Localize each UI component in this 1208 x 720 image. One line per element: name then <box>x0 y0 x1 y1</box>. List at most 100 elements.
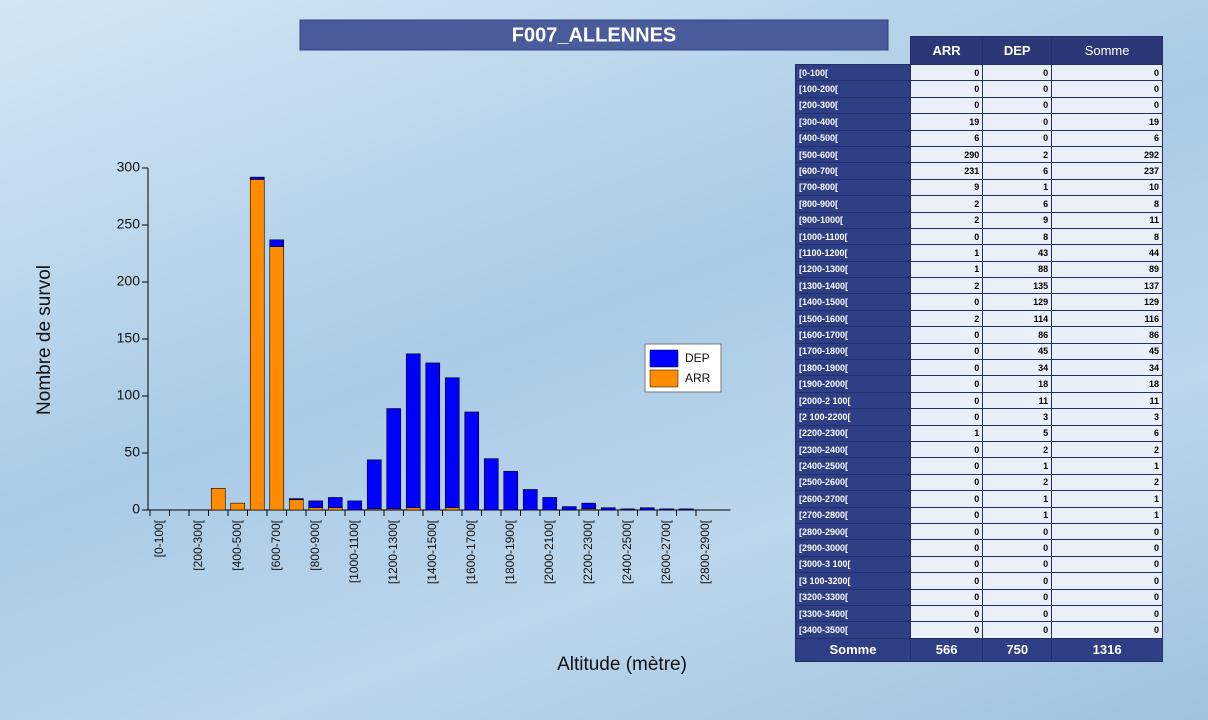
table-cell: 44 <box>1051 244 1163 262</box>
bar-segment <box>347 500 363 511</box>
row-label: [600-700[ <box>795 162 911 180</box>
bar-segment <box>405 507 421 511</box>
x-tick-label: [1000-1100[ <box>347 519 361 583</box>
table-row: [600-700[231 6 237 <box>795 162 1163 180</box>
x-tick-label: [2600-2700[ <box>659 519 673 584</box>
table-cell: 2 <box>982 440 1053 459</box>
table-cell: 0 <box>909 96 984 115</box>
table-cell: 2 <box>1051 473 1163 492</box>
bar-segment <box>678 508 694 511</box>
table-cell: 1 <box>982 178 1053 197</box>
table-cell: 0 <box>909 375 984 393</box>
row-label: [1500-1600[ <box>795 309 911 328</box>
table-cell: 0 <box>909 522 984 541</box>
table-cell: 43 <box>982 244 1053 262</box>
x-tick-label: [1600-1700[ <box>464 519 478 584</box>
table-cell: 19 <box>1051 113 1163 131</box>
x-tick-label: [1800-1900[ <box>503 519 517 584</box>
bar-segment <box>522 489 538 511</box>
table-cell: 2 <box>982 145 1053 164</box>
row-label: [1000-1100[ <box>795 227 911 246</box>
row-label: [2600-2700[ <box>795 490 911 508</box>
table-cell: 1 <box>1051 506 1163 524</box>
y-tick-label: 150 <box>117 330 141 346</box>
table-cell: 1 <box>1051 457 1163 475</box>
table-cell: 18 <box>1051 375 1163 393</box>
table-cell: 1 <box>1051 490 1163 508</box>
bar-segment <box>269 239 285 247</box>
x-tick-label: [2400-2500[ <box>620 519 634 584</box>
bar-segment <box>600 507 616 511</box>
x-tick-label: [800-900[ <box>308 519 322 570</box>
table-cell: 45 <box>1051 342 1163 361</box>
bar-segment <box>444 507 460 511</box>
y-tick-label: 50 <box>124 444 140 460</box>
table-cell: 0 <box>909 359 984 377</box>
table-cell: 0 <box>1051 604 1163 623</box>
row-label: [100-200[ <box>795 80 911 98</box>
y-axis-label: Nombre de survol <box>34 265 55 415</box>
table-cell: 0 <box>909 539 984 557</box>
legend-label: DEP <box>685 351 710 365</box>
table-cell: 1 <box>982 490 1053 508</box>
table-cell: 0 <box>909 293 984 311</box>
legend-swatch <box>649 369 679 388</box>
row-label: [800-900[ <box>795 195 911 213</box>
footer-label: Somme <box>795 637 911 662</box>
table-cell: 89 <box>1051 260 1163 279</box>
row-label: [200-300[ <box>795 96 911 115</box>
table-cell: 0 <box>982 522 1053 541</box>
table-cell: 0 <box>909 473 984 492</box>
table-cell: 1 <box>909 244 984 262</box>
bar-segment <box>659 508 675 511</box>
table-cell: 0 <box>909 490 984 508</box>
column-header: Somme <box>1051 36 1163 65</box>
table-cell: 1 <box>982 457 1053 475</box>
bar-segment <box>405 353 421 509</box>
row-label: [3 100-3200[ <box>795 572 911 590</box>
bar-segment <box>464 411 480 511</box>
table-row: [1700-1800[0 45 45 <box>795 342 1163 361</box>
table-cell: 6 <box>1051 424 1163 442</box>
table-cell: 2 <box>909 309 984 328</box>
row-label: [1200-1300[ <box>795 260 911 279</box>
table-row: [900-1000[2 9 11 <box>795 211 1163 229</box>
row-label: [3300-3400[ <box>795 604 911 623</box>
table-cell: 0 <box>1051 572 1163 590</box>
bar-segment <box>288 499 304 511</box>
row-label: [1100-1200[ <box>795 244 911 262</box>
bar-segment <box>249 179 265 511</box>
table-cell: 2 <box>1051 440 1163 459</box>
table-row: [3000-3 100[0 0 0 <box>795 555 1163 574</box>
x-tick-label: [0-100[ <box>152 519 166 557</box>
bar-segment <box>561 506 577 511</box>
table-row: [3 100-3200[0 0 0 <box>795 572 1163 590</box>
table-row: [700-800[9 1 10 <box>795 178 1163 197</box>
bar-segment <box>542 497 558 511</box>
table-cell: 0 <box>1051 555 1163 574</box>
row-label: [400-500[ <box>795 129 911 147</box>
chart-title: F007_ALLENNES <box>512 24 677 46</box>
x-tick-label: [1400-1500[ <box>425 519 439 584</box>
bar-segment <box>483 458 499 511</box>
column-header: DEP <box>982 36 1053 65</box>
table-cell: 11 <box>1051 211 1163 229</box>
table-row: [400-500[6 0 6 <box>795 129 1163 147</box>
y-tick-label: 100 <box>117 387 141 403</box>
table-cell: 0 <box>909 506 984 524</box>
bar-segment <box>269 246 285 511</box>
table-cell: 6 <box>909 129 984 147</box>
table-cell: 34 <box>1051 359 1163 377</box>
table-cell: 10 <box>1051 178 1163 197</box>
bar-segment <box>327 507 343 511</box>
corner <box>796 37 911 65</box>
table-row: [1300-1400[2 135 137 <box>795 277 1163 295</box>
table-row: [800-900[2 6 8 <box>795 195 1163 213</box>
table-row: [1600-1700[0 86 86 <box>795 326 1163 344</box>
bar-segment <box>230 502 246 511</box>
table-row: [1900-2000[0 18 18 <box>795 375 1163 393</box>
column-header: ARR <box>909 36 984 65</box>
table-cell: 0 <box>909 342 984 361</box>
